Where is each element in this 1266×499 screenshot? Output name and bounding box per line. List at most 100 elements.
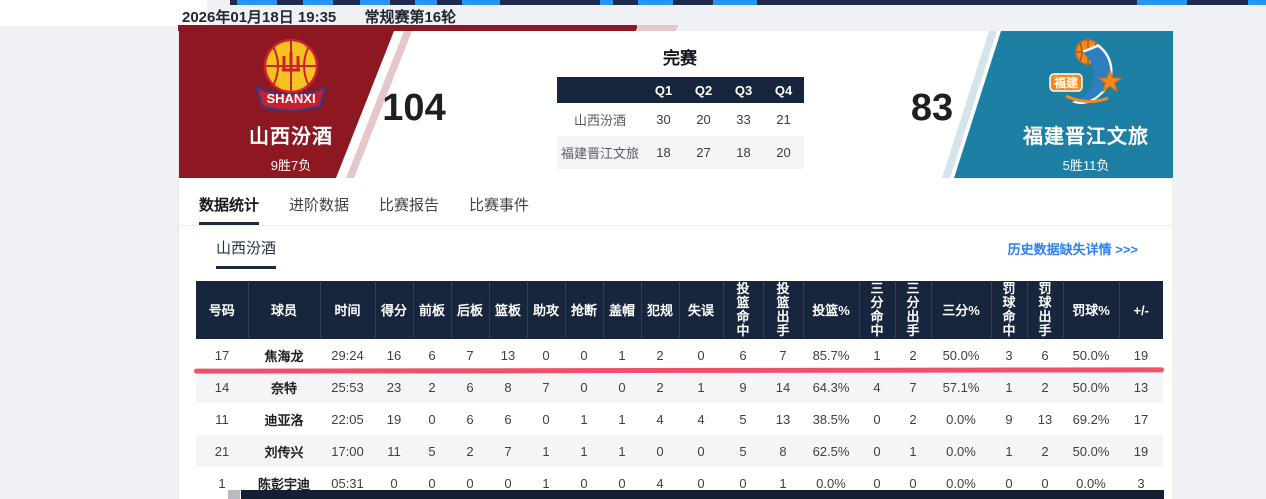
scoreboard-accent-bar (178, 25, 679, 31)
player-name-cell: 刘传兴 (248, 435, 320, 467)
player-row: 11 迪亚洛 22:05 19 0 6 6 0 1 1 4 4 5 13 38.5% 0 2 0.0% 9 13 69.… (196, 403, 1163, 435)
stats-cell: 57.1% (931, 371, 991, 403)
top-tab-indicator[interactable] (713, 0, 757, 5)
stats-cell: 4 (697, 411, 705, 427)
stats-cell: 2 (413, 371, 451, 403)
stats-cell: 0 (428, 411, 436, 427)
stats-col-header: 盖帽 (603, 281, 642, 339)
away-team-logo: 福建 (1049, 39, 1123, 104)
stats-col-header: 三分% (931, 281, 992, 339)
home-score: 104 (382, 87, 446, 129)
stats-col-header: 犯规 (641, 281, 680, 339)
quarter-col-team (556, 77, 644, 103)
quarter-col-q1: Q1 (643, 77, 684, 103)
quarter-team-name: 福建晋江文旅 (556, 136, 644, 169)
stats-cell: 1 (618, 347, 626, 363)
home-team-block: SHANXI 山西汾酒 9胜7负 (201, 38, 381, 174)
stats-cell: 4 (656, 475, 664, 491)
stats-cell: 7 (895, 371, 931, 403)
quarter-col-q2: Q2 (683, 77, 724, 103)
stats-cell: 21 (196, 435, 248, 467)
stats-cell: 0 (909, 475, 917, 491)
stats-col-header: 后板 (451, 281, 490, 339)
away-team-record: 5胜11负 (1062, 158, 1110, 173)
top-tab-indicator[interactable] (303, 0, 333, 5)
top-tab-indicator[interactable] (462, 0, 500, 5)
top-tab-indicator[interactable] (1137, 0, 1187, 5)
stats-col-header: 时间 (320, 281, 376, 339)
stats-cell: 6 (1041, 347, 1049, 363)
stats-cell: 0.0% (1076, 475, 1106, 491)
stats-cell: 13 (500, 347, 516, 363)
team-subtab-shanxi[interactable]: 山西汾酒 (216, 238, 277, 269)
stats-cell: 2 (641, 371, 679, 403)
top-tab-indicator[interactable] (1248, 0, 1266, 5)
tab-events[interactable]: 比赛事件 (469, 197, 530, 214)
stats-cell: 0 (580, 347, 588, 363)
stats-cell: 17 (1133, 411, 1149, 427)
stats-cell: 6 (504, 411, 512, 427)
stats-cell: 19 (1133, 347, 1149, 363)
stats-cell: 1 (991, 435, 1027, 467)
top-tab-indicator[interactable] (638, 0, 673, 5)
stats-cell: 1 (565, 435, 603, 467)
stats-col-header: 号码 (196, 281, 249, 339)
top-tab-indicator[interactable] (237, 0, 277, 5)
stats-cell: 0 (428, 475, 436, 491)
quarter-score-cell: 30 (656, 112, 671, 127)
stats-cell: 0 (697, 347, 705, 363)
stats-cell: 0 (859, 435, 895, 467)
match-round: 常规赛第16轮 (364, 9, 457, 26)
stats-cell: 0 (739, 475, 747, 491)
stats-cell: 7 (489, 435, 527, 467)
stats-cell: 69.2% (1072, 411, 1110, 427)
stats-col-header: 罚球命中 (991, 281, 1028, 339)
match-datetime: 2026年01月18日 19:35 (182, 9, 337, 26)
stats-cell: 0 (603, 371, 641, 403)
stats-col-header: 助攻 (527, 281, 566, 339)
stats-cell: 17 (214, 347, 230, 363)
stats-cell: 17:00 (320, 435, 375, 467)
stats-cell: 0 (466, 475, 474, 491)
stats-cell: 5 (739, 411, 747, 427)
stats-cell: 7 (466, 347, 474, 363)
top-tab-indicator[interactable] (600, 0, 613, 5)
stats-cell: 2 (909, 347, 917, 363)
svg-text:SHANXI: SHANXI (266, 91, 315, 106)
stats-col-header: 三分出手 (895, 281, 932, 339)
stats-cell: 0 (697, 475, 705, 491)
quarter-row: 福建晋江文旅 18 27 18 20 (556, 136, 804, 169)
stats-cell: 0 (542, 411, 550, 427)
stats-col-header: 球员 (248, 281, 321, 339)
quarter-row: 山西汾酒 30 20 33 21 (557, 103, 804, 136)
quarter-team-name: 山西汾酒 (573, 113, 626, 128)
tab-report[interactable]: 比赛报告 (379, 197, 440, 214)
home-team-name: 山西汾酒 (249, 126, 333, 148)
stats-cell: 8 (763, 435, 803, 467)
stats-cell: 0 (504, 475, 512, 491)
quarter-score-cell: 18 (723, 136, 764, 169)
tab-stats[interactable]: 数据统计 (199, 195, 260, 225)
match-status: 完赛 (663, 49, 697, 68)
stats-cell: 1 (895, 435, 931, 467)
away-score: 83 (910, 87, 954, 129)
stats-cell: 3 (1137, 475, 1145, 491)
quarter-score-cell: 20 (696, 112, 711, 127)
away-team-block: 福建 福建晋江文旅 5胜11负 (1006, 38, 1166, 174)
top-tab-indicator[interactable] (360, 0, 390, 5)
history-data-link[interactable]: 历史数据缺失详情 >>> (1007, 242, 1138, 257)
stats-cell: 62.5% (803, 435, 859, 467)
stats-cell: 5 (413, 435, 451, 467)
home-team-record: 9胜7负 (270, 158, 312, 173)
stats-col-header: 罚球出手 (1027, 281, 1064, 339)
away-team-name: 福建晋江文旅 (1023, 126, 1149, 148)
stats-cell: 1 (679, 371, 723, 403)
stats-cell: 1 (991, 371, 1027, 403)
stats-cell: 50.0% (1072, 347, 1110, 363)
tab-advanced[interactable]: 进阶数据 (289, 197, 350, 214)
top-tab-indicator[interactable] (415, 0, 437, 5)
stats-cell: 6 (428, 347, 436, 363)
stats-cell: 22:05 (331, 411, 364, 427)
quarter-col-q3: Q3 (723, 77, 764, 103)
stats-cell: 0 (679, 435, 723, 467)
